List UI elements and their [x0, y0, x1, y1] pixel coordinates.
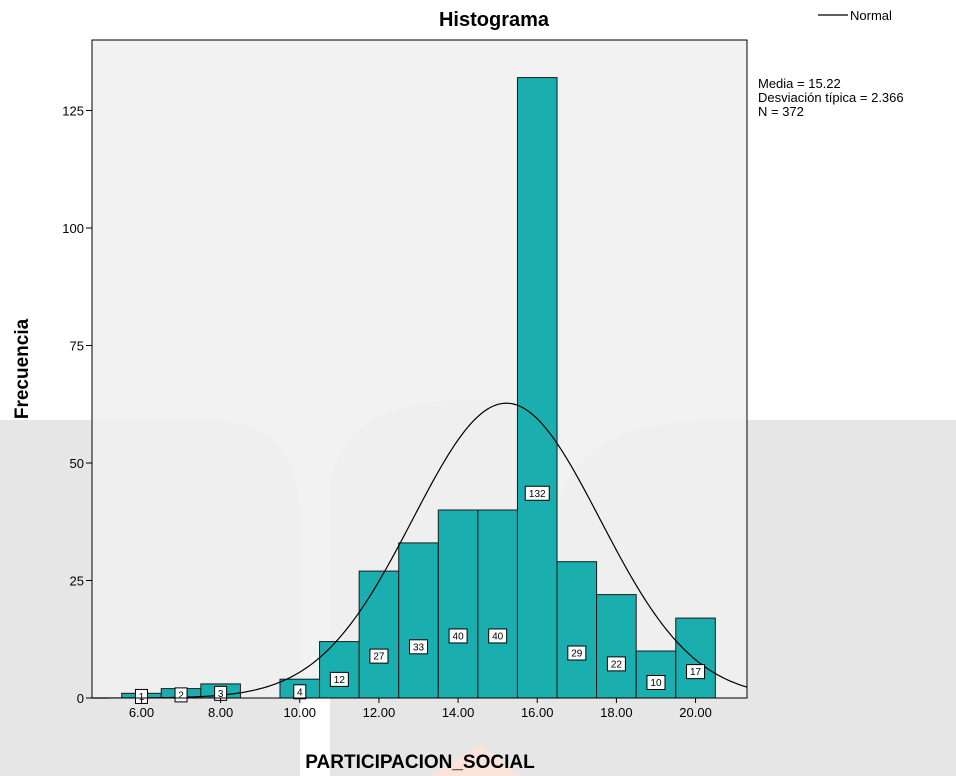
data-label-box: [646, 674, 666, 690]
data-label: 4: [293, 684, 307, 700]
y-tick-label: 25: [70, 574, 84, 589]
data-label-text: 40: [492, 631, 504, 642]
data-label-text: 29: [571, 649, 583, 660]
data-label: 29: [567, 645, 587, 661]
x-tick-label: 20.00: [679, 705, 712, 720]
data-label-box: [524, 485, 550, 501]
data-label-text: 3: [218, 689, 224, 700]
data-label: 10: [646, 674, 666, 690]
data-label: 27: [369, 648, 389, 664]
data-label-box: [686, 664, 706, 680]
x-tick-label: 18.00: [600, 705, 633, 720]
histogram-bar: [358, 570, 400, 699]
legend-label: Normal: [850, 8, 892, 23]
stats-box: Media = 15.22 Desviación típica = 2.366 …: [758, 76, 904, 119]
data-label-text: 33: [413, 642, 425, 653]
x-tick-label: 12.00: [363, 705, 396, 720]
data-label-text: 22: [611, 659, 623, 670]
histogram-bar: [319, 641, 360, 699]
x-axis: 6.00 8.00 10.00 12.00 14.00 16.00 18.00 20.00: [129, 698, 712, 720]
plot-frame: [91, 39, 748, 699]
y-tick-label: 125: [62, 104, 84, 119]
data-label-text: 27: [373, 652, 385, 663]
y-axis: 0 25 50 75 100 125: [62, 104, 92, 706]
histogram-bar: [675, 617, 716, 699]
x-axis-label: PARTICIPACION_SOCIAL: [305, 752, 535, 773]
histogram-bar: [516, 77, 558, 699]
data-label: 17: [686, 664, 706, 680]
x-tick-label: 6.00: [129, 705, 154, 720]
x-tick-label: 8.00: [208, 705, 233, 720]
data-label-text: 40: [453, 631, 465, 642]
data-label: 1: [134, 688, 148, 704]
stat-std-dev: Desviación típica = 2.366: [758, 90, 904, 105]
data-label-box: [448, 628, 468, 644]
data-label: 132: [524, 485, 550, 501]
data-label: 33: [409, 639, 429, 655]
y-axis-label: Frecuencia: [12, 318, 33, 419]
data-label-box: [488, 628, 508, 644]
data-label: 12: [329, 671, 349, 687]
data-label-box: [409, 639, 429, 655]
data-label-box: [567, 645, 587, 661]
data-label-text: 10: [650, 678, 662, 689]
watermark-bottom-accent: [430, 745, 520, 776]
histogram-bar: [437, 509, 479, 699]
x-tick-label: 16.00: [521, 705, 554, 720]
data-label: 40: [448, 628, 468, 644]
data-label-text: 132: [529, 489, 546, 500]
normal-curve: [92, 402, 748, 699]
stat-n: N = 372: [758, 104, 804, 119]
data-label-text: 12: [334, 675, 346, 686]
histogram-bar: [635, 650, 677, 699]
data-label-text: 1: [139, 692, 145, 703]
y-tick-label: 0: [77, 691, 84, 706]
y-tick-label: 50: [70, 456, 84, 471]
data-label-text: 4: [297, 687, 303, 698]
data-label: 40: [488, 628, 508, 644]
data-label-box: [606, 656, 626, 672]
x-tick-label: 10.00: [284, 705, 317, 720]
data-label-box: [329, 671, 349, 687]
data-label-text: 17: [690, 667, 702, 678]
histogram-bar: [596, 594, 637, 699]
data-label-text: 2: [178, 690, 184, 701]
histogram-bar: [398, 542, 439, 699]
data-label-box: [134, 688, 148, 704]
data-label-box: [369, 648, 389, 664]
legend: Normal: [818, 8, 892, 23]
data-label: 2: [174, 687, 188, 703]
data-label: 22: [606, 656, 626, 672]
x-tick-label: 14.00: [442, 705, 475, 720]
y-tick-label: 75: [70, 339, 84, 354]
histogram-bar: [477, 509, 518, 699]
histogram-bar: [556, 561, 598, 699]
y-tick-label: 100: [62, 221, 84, 236]
chart-title: Histograma: [439, 9, 550, 31]
stat-mean: Media = 15.22: [758, 76, 841, 91]
